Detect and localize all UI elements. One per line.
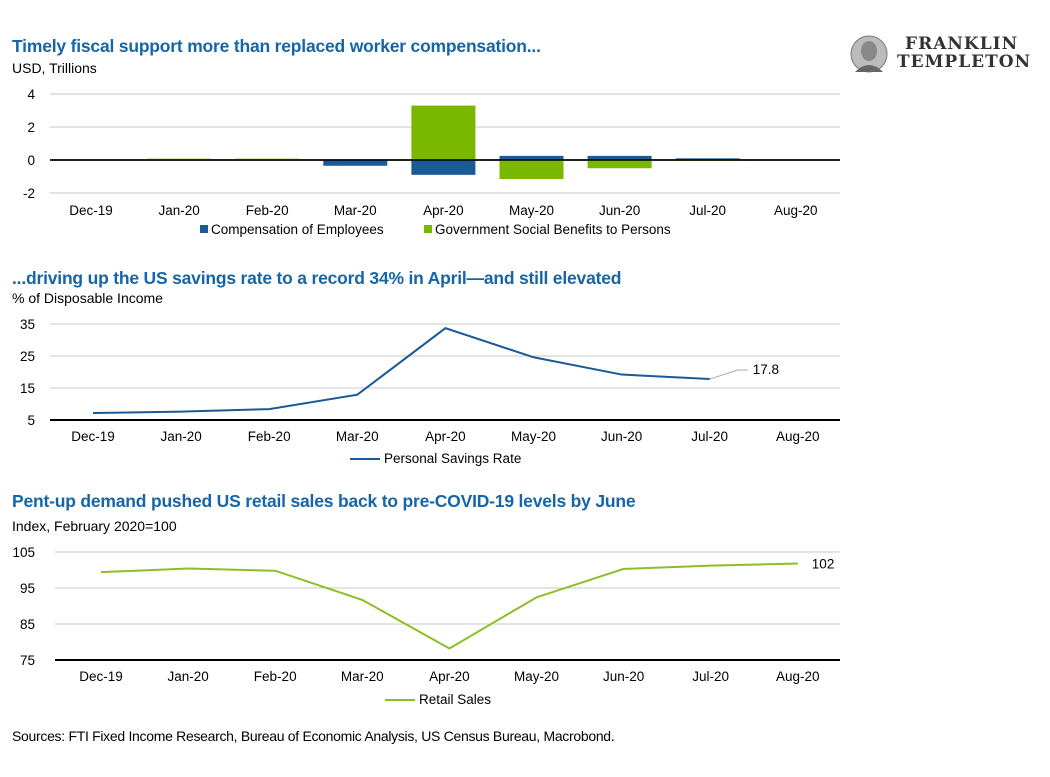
- y-tick-label: 15: [20, 381, 35, 396]
- series-line: [92, 327, 710, 414]
- bar-gov-benefits: [411, 105, 476, 160]
- x-tick-label: Aug-20: [776, 429, 820, 444]
- bar-compensation: [675, 158, 740, 160]
- x-tick-label: Jun-20: [599, 203, 640, 218]
- x-tick-label: Apr-20: [425, 429, 466, 444]
- franklin-templeton-logo: FRANKLIN TEMPLETON: [845, 34, 1035, 74]
- annotation-leader: [709, 369, 748, 380]
- bar-compensation: [411, 160, 476, 175]
- legend-swatch: [424, 225, 432, 233]
- chart1-title: Timely fiscal support more than replaced…: [12, 36, 541, 56]
- x-tick-label: Feb-20: [254, 669, 297, 684]
- chart2-line-chart: 35 25 15 5 Dec-19 Jan-20 Feb-20 Mar-20 Apr-20 May…: [20, 317, 840, 466]
- y-tick-label: -2: [23, 186, 35, 201]
- bar-compensation: [587, 155, 652, 160]
- chart1-unit-label: USD, Trillions: [12, 60, 97, 76]
- legend-label: Compensation of Employees: [211, 222, 384, 237]
- bar-compensation: [323, 160, 388, 166]
- x-tick-label: Feb-20: [246, 203, 289, 218]
- x-tick-label: May-20: [514, 669, 559, 684]
- bar-gov-benefits: [499, 160, 564, 179]
- x-tick-label: Apr-20: [423, 203, 464, 218]
- x-tick-label: Jan-20: [167, 669, 208, 684]
- chart3-title: Pent-up demand pushed US retail sales ba…: [12, 491, 636, 511]
- legend-label: Retail Sales: [419, 692, 491, 707]
- x-tick-label: Aug-20: [774, 203, 818, 218]
- x-tick-label: Jun-20: [603, 669, 644, 684]
- y-tick-label: 25: [20, 349, 35, 364]
- x-tick-label: Jun-20: [601, 429, 642, 444]
- end-value-label: 102: [812, 557, 835, 572]
- x-tick-label: Jul-20: [689, 203, 726, 218]
- brand-line-1: FRANKLIN: [905, 34, 1019, 54]
- x-tick-label: Jul-20: [692, 669, 729, 684]
- y-tick-label: 5: [27, 413, 35, 428]
- y-tick-label: 95: [20, 581, 35, 596]
- y-tick-label: 4: [27, 87, 35, 102]
- x-tick-label: May-20: [509, 203, 554, 218]
- x-tick-label: Mar-20: [334, 203, 377, 218]
- y-tick-label: 0: [27, 153, 35, 168]
- series-line: [100, 562, 798, 650]
- chart3-line-chart: 105 95 85 75 Dec-19 Jan-20 Feb-20 Mar-20 Apr-20 M…: [12, 545, 840, 707]
- x-tick-label: Dec-19: [71, 429, 115, 444]
- y-tick-label: 75: [20, 653, 35, 668]
- y-tick-label: 105: [12, 545, 35, 560]
- legend-label: Personal Savings Rate: [384, 451, 521, 466]
- y-tick-label: 85: [20, 617, 35, 632]
- legend-swatch: [200, 225, 208, 233]
- x-tick-label: Jan-20: [160, 429, 201, 444]
- bar-compensation: [499, 155, 564, 160]
- x-tick-label: Dec-19: [69, 203, 113, 218]
- x-tick-label: Feb-20: [248, 429, 291, 444]
- sources-note: Sources: FTI Fixed Income Research, Bure…: [12, 728, 615, 744]
- x-tick-label: Dec-19: [79, 669, 123, 684]
- end-value-label: 17.8: [753, 362, 779, 377]
- legend-label: Government Social Benefits to Persons: [435, 222, 671, 237]
- chart2-title: ...driving up the US savings rate to a r…: [12, 268, 622, 288]
- x-tick-label: May-20: [511, 429, 556, 444]
- brand-line-2: TEMPLETON: [897, 52, 1032, 72]
- bar-gov-benefits: [587, 160, 652, 169]
- x-tick-label: Apr-20: [429, 669, 470, 684]
- y-tick-label: 2: [27, 120, 35, 135]
- chart1-bar-chart: 4 2 0 -2 Dec-19 Jan-20 Feb-20 Mar-20 Apr-20 May-2…: [23, 87, 840, 237]
- chart2-unit-label: % of Disposable Income: [12, 290, 163, 306]
- chart3-unit-label: Index, February 2020=100: [12, 518, 177, 534]
- x-tick-label: Mar-20: [341, 669, 384, 684]
- x-tick-label: Mar-20: [336, 429, 379, 444]
- x-tick-label: Jul-20: [691, 429, 728, 444]
- x-tick-label: Aug-20: [776, 669, 820, 684]
- franklin-portrait-icon: [850, 35, 888, 73]
- x-tick-label: Jan-20: [158, 203, 199, 218]
- y-tick-label: 35: [20, 317, 35, 332]
